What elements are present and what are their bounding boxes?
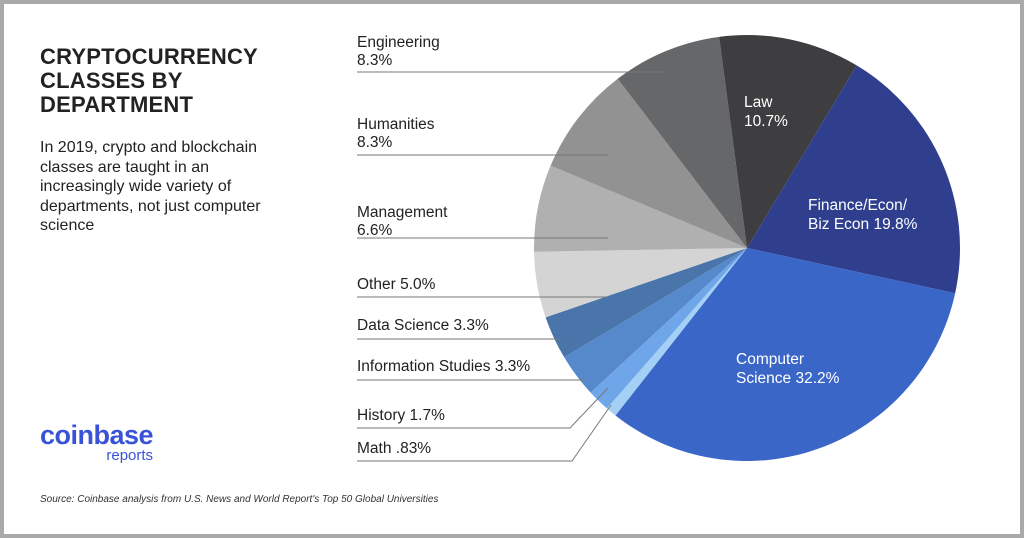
label-line: Finance/Econ/	[808, 197, 908, 214]
label-data-science: Data Science 3.3%	[357, 317, 489, 334]
coinbase-reports-logo: coinbase reports	[40, 420, 154, 464]
label-finance-econ-biz-econ: Finance/Econ/Biz Econ 19.8%	[808, 197, 918, 233]
pie-labels: Math .83% History 1.7% Information Studies…	[357, 34, 918, 462]
pie-slice-computer-science	[615, 248, 956, 461]
label-information-studies: Information Studies 3.3%	[357, 358, 530, 375]
pie-slice-other	[534, 248, 747, 318]
logo-main: coinbase	[40, 420, 154, 450]
label-computer-science: Computer Science 32.2%	[736, 351, 840, 387]
label-engineering: Engineering 8.3%	[357, 34, 440, 69]
label-line: Science 32.2%	[736, 370, 840, 387]
pie-slice-data-science	[545, 248, 747, 358]
pie-slice-humanities	[550, 78, 747, 248]
pie-slice-management	[534, 165, 747, 252]
label-name: Engineering	[357, 34, 440, 51]
label-name: Management	[357, 204, 448, 221]
pie-slice-law	[719, 35, 857, 249]
label-humanities: Humanities 8.3%	[357, 116, 435, 151]
label-name: Humanities	[357, 116, 435, 133]
pie-slice-math	[606, 248, 747, 416]
leader-line-math	[357, 404, 612, 462]
pie-slice-finance-econ-biz-econ	[747, 65, 960, 294]
label-history: History 1.7%	[357, 407, 445, 424]
label-math: Math .83%	[357, 440, 431, 457]
label-other: Other 5.0%	[357, 276, 436, 293]
source-note: Source: Coinbase analysis from U.S. News…	[40, 494, 439, 505]
label-value: 8.3%	[357, 134, 393, 151]
chart-subtitle: In 2019, crypto and blockchain classes a…	[40, 139, 261, 234]
chart-title: CRYPTOCURRENCY CLASSES BY DEPARTMENT	[40, 44, 258, 117]
pie-slice-engineering	[617, 36, 747, 248]
label-value: 8.3%	[357, 52, 393, 69]
pie-slice-information-studies	[564, 248, 747, 393]
logo-sub: reports	[106, 447, 154, 464]
label-line: Law	[744, 94, 773, 111]
label-law: Law 10.7%	[744, 94, 788, 130]
pie-slices	[534, 35, 960, 461]
label-value: 6.6%	[357, 222, 393, 239]
label-line: 10.7%	[744, 113, 788, 130]
label-line: Biz Econ 19.8%	[808, 216, 918, 233]
pie-slice-history	[590, 248, 747, 409]
label-line: Computer	[736, 351, 804, 368]
leader-line-history	[357, 387, 609, 429]
label-management: Management 6.6%	[357, 204, 448, 239]
